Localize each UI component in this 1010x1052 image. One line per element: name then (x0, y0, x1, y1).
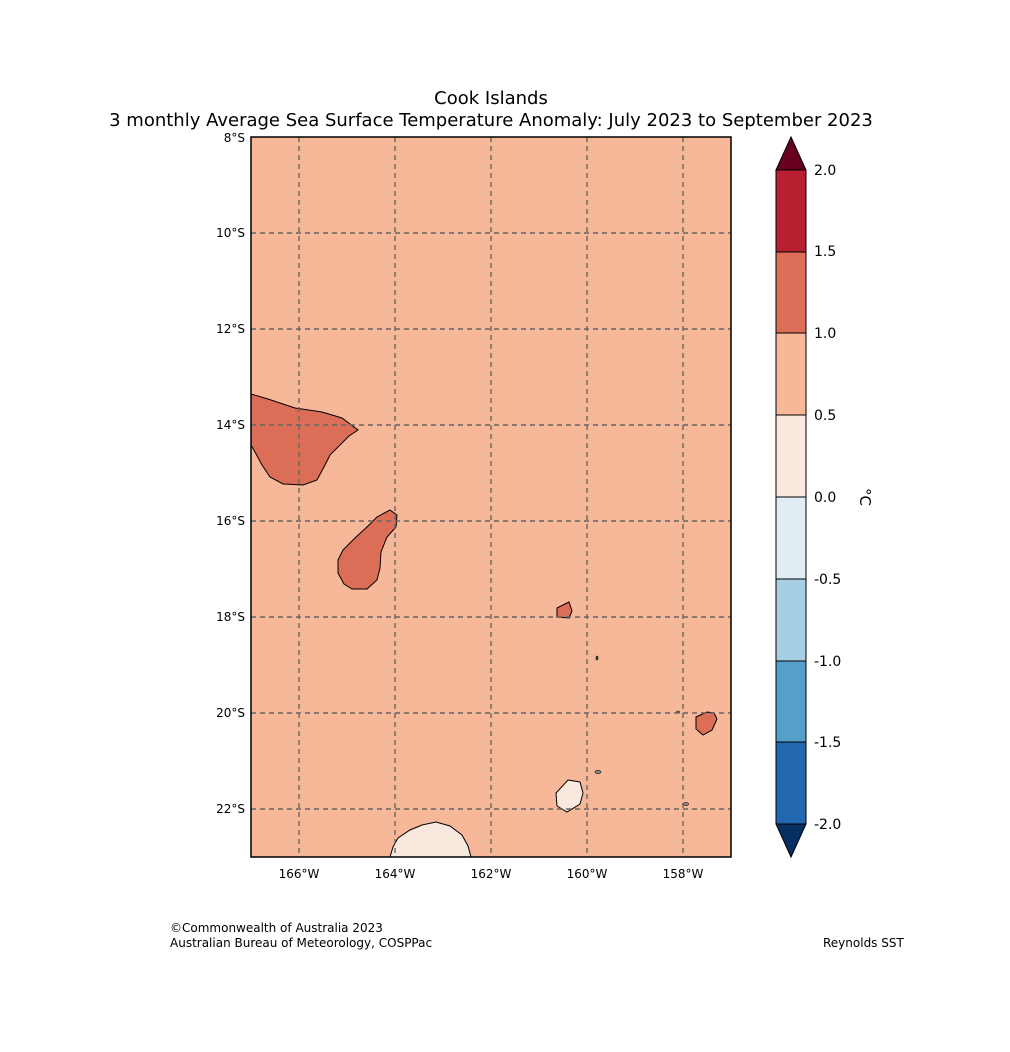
anomaly-regions (250, 393, 718, 858)
colorbar-ticks: 2.0 1.5 1.0 0.5 0.0 -0.5 -1.0 -1.5 -2.0 (814, 163, 841, 833)
colorbar-band-m0.5-0.0 (775, 496, 807, 580)
anomaly-1.0-1.5-small-north (556, 601, 573, 619)
anomaly-1.0-1.5-small-east (695, 711, 718, 736)
colorbar-band-m1.0-m0.5 (775, 578, 807, 662)
colorbar-tick: 0.5 (814, 408, 836, 424)
colorbar-under-triangle (775, 823, 807, 859)
lat-label: 14°S (216, 418, 245, 432)
colorbar-unit-label: °C (856, 488, 874, 506)
graticule (251, 137, 731, 857)
colorbar-band-1.0-1.5 (775, 251, 807, 334)
island-speck (683, 802, 689, 806)
lat-label: 8°S (224, 131, 245, 145)
lat-label: 18°S (216, 610, 245, 624)
colorbar-tick: -2.0 (814, 817, 841, 833)
lat-label: 12°S (216, 322, 245, 336)
map-subtitle: 3 monthly Average Sea Surface Temperatur… (109, 110, 873, 131)
anomaly-0.0-0.5-south-central (555, 779, 584, 813)
lon-label: 160°W (567, 867, 608, 881)
colorbar-band-0.0-0.5 (775, 414, 807, 498)
colorbar-band-m1.5-m1.0 (775, 660, 807, 743)
map-title: Cook Islands (434, 88, 548, 109)
anomaly-1.0-1.5-west (337, 509, 398, 590)
lon-label: 158°W (663, 867, 704, 881)
colorbar-tick: -1.0 (814, 654, 841, 670)
colorbar (775, 135, 807, 859)
lon-label: 164°W (375, 867, 416, 881)
colorbar-band-0.5-1.0 (775, 332, 807, 416)
colorbar-tick: 0.0 (814, 490, 836, 506)
colorbar-tick: -1.5 (814, 735, 841, 751)
colorbar-tick: -0.5 (814, 572, 841, 588)
latitude-labels: 8°S 10°S 12°S 14°S 16°S 18°S 20°S 22°S (216, 131, 245, 816)
longitude-labels: 166°W 164°W 162°W 160°W 158°W (279, 867, 704, 881)
lat-label: 20°S (216, 706, 245, 720)
island-speck (594, 770, 602, 774)
agency-text: Australian Bureau of Meteorology, COSPPa… (170, 936, 433, 950)
lat-label: 10°S (216, 226, 245, 240)
map-frame (250, 136, 732, 858)
anomaly-0.0-0.5-bottom (389, 821, 472, 858)
copyright-text: ©Commonwealth of Australia 2023 (170, 921, 383, 935)
colorbar-tick: 2.0 (814, 163, 836, 179)
lat-label: 16°S (216, 514, 245, 528)
lon-label: 166°W (279, 867, 320, 881)
colorbar-band-m2.0-m1.5 (775, 741, 807, 825)
lat-label: 22°S (216, 802, 245, 816)
lon-label: 162°W (471, 867, 512, 881)
colorbar-band-1.5-2.0 (775, 169, 807, 253)
anomaly-1.0-1.5-northwest (250, 393, 359, 486)
island-speck (595, 655, 599, 661)
colorbar-tick: 1.5 (814, 244, 836, 260)
colorbar-over-triangle (775, 135, 807, 171)
data-source-text: Reynolds SST (823, 936, 904, 950)
colorbar-tick: 1.0 (814, 326, 836, 342)
